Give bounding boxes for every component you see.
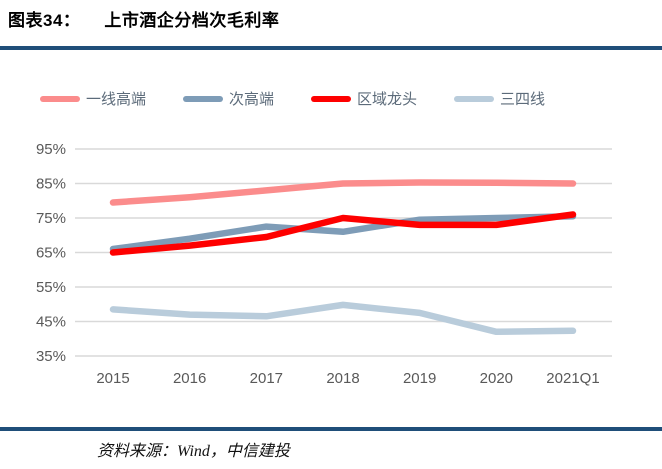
y-axis-tick-label: 95% [36, 141, 66, 158]
chart-canvas: 95% 85% 75% 65% 55% 45% 35% 2015 2016 2017 2018 201… [36, 141, 612, 387]
series-line-1 [109, 213, 577, 253]
x-axis-tick-label: 2020 [480, 370, 513, 387]
legend-item-1: 次高端 [183, 88, 274, 109]
legend-item-0: 一线高端 [40, 88, 146, 109]
title-divider [0, 46, 662, 50]
y-axis-tick-label: 55% [36, 279, 66, 296]
legend-item-3: 三四线 [454, 88, 545, 109]
legend-label: 区域龙头 [357, 91, 418, 108]
x-axis-tick-label: 2017 [250, 370, 283, 387]
series-line-2 [109, 211, 577, 256]
x-axis-tick-label: 2016 [173, 370, 206, 387]
series-line-0 [109, 179, 577, 206]
legend-item-2: 区域龙头 [311, 88, 417, 109]
legend-swatch-icon [40, 95, 80, 102]
legend-swatch-icon [311, 95, 352, 102]
x-axis-tick-label: 2015 [96, 370, 129, 387]
y-axis-tick-label: 65% [36, 245, 66, 262]
y-axis-tick-label: 35% [36, 348, 66, 365]
y-axis-tick-label: 75% [36, 210, 66, 227]
footer-divider [0, 427, 662, 431]
line-chart: 95% 85% 75% 65% 55% 45% 35% 2015 2016 2017 2018 201… [0, 128, 662, 400]
x-axis-tick-label: 2021Q1 [546, 370, 599, 387]
page-title: 上市酒企分档次毛利率 [104, 11, 280, 30]
figure-title: 图表34： 上市酒企分档次毛利率 [8, 6, 279, 31]
y-axis-tick-label: 85% [36, 176, 66, 193]
legend-label: 三四线 [500, 91, 546, 108]
y-axis-tick-label: 45% [36, 314, 66, 331]
legend-swatch-icon [183, 95, 224, 102]
legend-swatch-icon [454, 95, 495, 102]
series-line-3 [109, 301, 577, 336]
source-note: 资料来源：Wind，中信建投 [97, 443, 290, 460]
chart-legend: 一线高端 次高端 区域龙头 三四线 [40, 88, 642, 109]
legend-label: 一线高端 [86, 91, 147, 108]
x-axis-tick-label: 2019 [403, 370, 436, 387]
x-axis-tick-label: 2018 [326, 370, 359, 387]
figure-label: 图表34： [8, 11, 81, 30]
legend-label: 次高端 [229, 91, 275, 108]
